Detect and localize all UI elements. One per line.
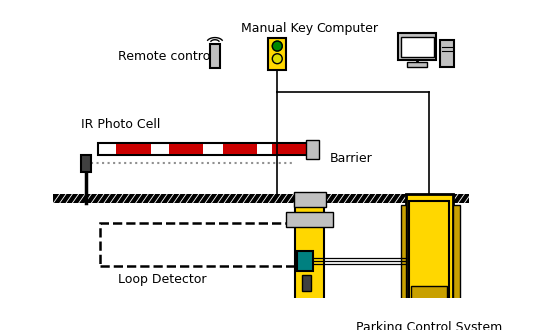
- Bar: [209, 44, 220, 68]
- Bar: [53, 194, 469, 203]
- Text: Parking Control System: Parking Control System: [356, 321, 502, 330]
- Bar: [295, 194, 324, 321]
- Bar: [169, 144, 203, 154]
- Bar: [286, 212, 333, 227]
- Bar: [116, 144, 151, 154]
- Bar: [401, 37, 433, 57]
- Text: Manual Key: Manual Key: [241, 22, 313, 35]
- Bar: [411, 286, 447, 303]
- Bar: [98, 143, 306, 155]
- Bar: [409, 201, 449, 304]
- Text: Computer: Computer: [316, 22, 379, 35]
- Text: IR Photo Cell: IR Photo Cell: [81, 118, 161, 131]
- Bar: [100, 223, 308, 266]
- Bar: [268, 38, 286, 71]
- Bar: [398, 33, 436, 60]
- Bar: [81, 155, 91, 172]
- Bar: [294, 192, 326, 207]
- Text: Loop Detector: Loop Detector: [118, 273, 207, 286]
- Bar: [302, 275, 311, 291]
- Text: Remote control: Remote control: [118, 50, 214, 62]
- Circle shape: [272, 41, 282, 51]
- Bar: [297, 251, 313, 271]
- Bar: [401, 205, 406, 301]
- Text: Barrier: Barrier: [329, 151, 372, 165]
- Bar: [272, 144, 306, 154]
- Circle shape: [272, 54, 282, 64]
- Bar: [306, 140, 319, 158]
- Bar: [452, 205, 460, 301]
- Bar: [407, 62, 427, 67]
- Bar: [223, 144, 258, 154]
- Bar: [440, 40, 454, 67]
- Bar: [406, 194, 452, 312]
